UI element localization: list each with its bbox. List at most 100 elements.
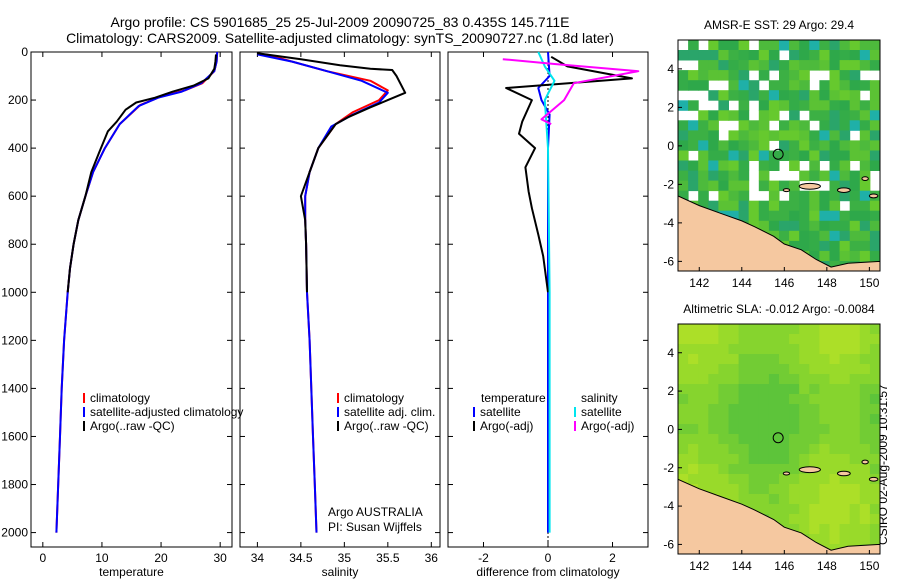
map-cell: [768, 354, 780, 365]
map-cell: [728, 70, 740, 81]
map-cell: [799, 150, 810, 161]
y-tick-label: 600: [8, 189, 28, 203]
map-cell: [768, 150, 780, 161]
y-tick-label: 0: [667, 139, 674, 153]
map-cell: [728, 200, 740, 212]
map-cell: [789, 324, 800, 335]
map-cell: [799, 344, 810, 355]
map-cell: [809, 474, 820, 485]
map-cell: [779, 444, 790, 455]
map-cell: [829, 150, 841, 161]
map-cell: [869, 334, 880, 345]
map-cell: [809, 384, 820, 395]
map-cell: [819, 250, 830, 262]
map-cell: [779, 434, 790, 445]
map-cell: [789, 504, 800, 515]
map-cell: [738, 60, 750, 71]
map-cell: [809, 200, 820, 212]
map-cell: [819, 210, 830, 222]
map-cell: [708, 334, 719, 345]
map-cell: [809, 60, 820, 71]
map-cell: [849, 170, 861, 182]
y-tick-label: 1000: [1, 285, 28, 299]
x-tick-label: 150: [859, 276, 879, 290]
map-cell: [758, 404, 770, 415]
map-cell: [819, 140, 830, 151]
map-cell: [799, 50, 810, 61]
map-cell: [859, 334, 871, 345]
map-cell: [698, 464, 709, 475]
map-cell: [698, 394, 709, 405]
map-cell: [849, 210, 861, 222]
map-cell: [869, 120, 880, 131]
map-cell: [738, 494, 750, 505]
map-cell: [859, 100, 871, 111]
map-cell: [678, 70, 689, 81]
map-cell: [819, 110, 830, 121]
legend-item: satellite: [480, 405, 521, 419]
map-cell: [688, 100, 699, 111]
y-tick-label: -2: [663, 177, 674, 191]
map-cell: [718, 374, 729, 385]
map-cell: [829, 250, 841, 262]
map-cell: [799, 60, 810, 71]
map-cell: [678, 150, 689, 161]
map-cell: [708, 90, 719, 101]
map-cell: [799, 324, 810, 335]
map-cell: [698, 120, 709, 131]
map-cell: [758, 484, 770, 495]
map-cell: [688, 464, 699, 475]
map-cell: [698, 404, 709, 415]
map-cell: [849, 190, 861, 202]
legend-title: salinity: [581, 391, 618, 405]
map-cell: [678, 190, 689, 202]
map-cell: [829, 404, 841, 415]
map-cell: [758, 364, 770, 375]
map-cell: [678, 434, 689, 445]
map-cell: [819, 414, 830, 425]
map-cell: [809, 324, 820, 335]
map-cell: [829, 534, 841, 545]
map-cell: [789, 404, 800, 415]
map-cell: [758, 90, 770, 101]
map-cell: [869, 250, 880, 262]
map-cell: [789, 514, 800, 525]
map-cell: [819, 474, 830, 485]
map-cell: [779, 464, 790, 475]
map-cell: [839, 60, 851, 71]
map-cell: [839, 364, 851, 375]
map-cell: [688, 454, 699, 465]
map-cell: [678, 444, 689, 455]
map-cell: [758, 50, 770, 61]
map-cell: [688, 354, 699, 365]
map-cell: [708, 424, 719, 435]
map-cell: [849, 384, 861, 395]
map-cell: [698, 200, 709, 212]
map-cell: [869, 140, 880, 151]
map-cell: [819, 190, 830, 202]
map-cell: [728, 180, 740, 192]
map-cell: [738, 384, 750, 395]
map-cell: [768, 100, 780, 111]
map-cell: [819, 230, 830, 242]
map-cell: [859, 230, 871, 242]
map-cell: [768, 454, 780, 465]
map-cell: [849, 434, 861, 445]
map-cell: [789, 80, 800, 91]
map-cell: [738, 140, 750, 151]
plot-frame: [239, 51, 441, 548]
map-cell: [829, 200, 841, 212]
map-cell: [849, 404, 861, 415]
map-cell: [849, 454, 861, 465]
map-cell: [779, 210, 790, 222]
map-cell: [789, 210, 800, 222]
map-cell: [779, 140, 790, 151]
map-cell: [698, 70, 709, 81]
map-cell: [698, 50, 709, 61]
map-cell: [698, 354, 709, 365]
map-cell: [779, 344, 790, 355]
map-cell: [869, 50, 880, 61]
map-cell: [799, 474, 810, 485]
map-cell: [758, 40, 770, 51]
map-cell: [708, 474, 719, 485]
